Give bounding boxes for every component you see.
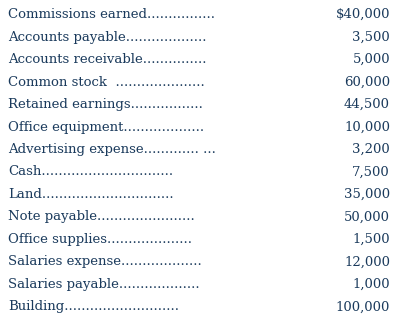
Text: Cash...............................: Cash............................... [8, 166, 173, 178]
Text: 50,000: 50,000 [344, 211, 390, 223]
Text: 3,200: 3,200 [352, 143, 390, 156]
Text: 5,000: 5,000 [352, 53, 390, 66]
Text: Retained earnings.................: Retained earnings................. [8, 98, 203, 111]
Text: Note payable.......................: Note payable....................... [8, 211, 195, 223]
Text: 3,500: 3,500 [352, 31, 390, 44]
Text: 10,000: 10,000 [344, 121, 390, 133]
Text: 35,000: 35,000 [344, 188, 390, 201]
Text: $40,000: $40,000 [336, 8, 390, 21]
Text: Commissions earned................: Commissions earned................ [8, 8, 215, 21]
Text: 7,500: 7,500 [352, 166, 390, 178]
Text: 1,500: 1,500 [352, 233, 390, 246]
Text: Office equipment...................: Office equipment................... [8, 121, 204, 133]
Text: 1,000: 1,000 [352, 278, 390, 291]
Text: Advertising expense............. ...: Advertising expense............. ... [8, 143, 216, 156]
Text: Building...........................: Building........................... [8, 300, 179, 313]
Text: Accounts receivable...............: Accounts receivable............... [8, 53, 207, 66]
Text: 44,500: 44,500 [344, 98, 390, 111]
Text: Salaries payable...................: Salaries payable................... [8, 278, 199, 291]
Text: Common stock  .....................: Common stock ..................... [8, 76, 205, 89]
Text: 60,000: 60,000 [344, 76, 390, 89]
Text: 100,000: 100,000 [336, 300, 390, 313]
Text: Salaries expense...................: Salaries expense................... [8, 256, 202, 268]
Text: Accounts payable...................: Accounts payable................... [8, 31, 207, 44]
Text: 12,000: 12,000 [344, 256, 390, 268]
Text: Office supplies....................: Office supplies.................... [8, 233, 192, 246]
Text: Land...............................: Land............................... [8, 188, 174, 201]
